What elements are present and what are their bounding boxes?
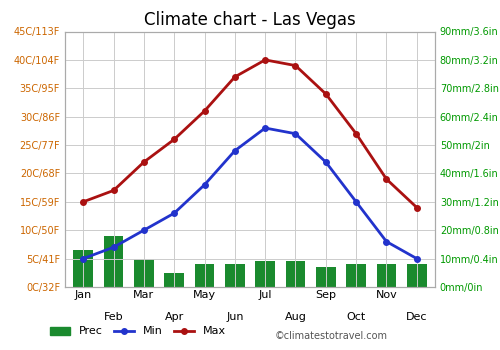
Bar — [164, 273, 184, 287]
Text: Apr: Apr — [164, 312, 184, 322]
Bar — [194, 264, 214, 287]
Text: Jun: Jun — [226, 312, 244, 322]
Bar — [407, 264, 426, 287]
Bar — [104, 236, 124, 287]
Text: Feb: Feb — [104, 312, 124, 322]
Bar — [286, 261, 306, 287]
Legend: Prec, Min, Max: Prec, Min, Max — [46, 322, 230, 341]
Title: Climate chart - Las Vegas: Climate chart - Las Vegas — [144, 10, 356, 29]
Bar — [256, 261, 275, 287]
Bar — [376, 264, 396, 287]
Bar — [316, 267, 336, 287]
Text: Oct: Oct — [346, 312, 366, 322]
Bar — [346, 264, 366, 287]
Text: ©climatestotravel.com: ©climatestotravel.com — [275, 331, 388, 341]
Text: Dec: Dec — [406, 312, 427, 322]
Bar — [134, 259, 154, 287]
Bar — [225, 264, 244, 287]
Text: Aug: Aug — [284, 312, 306, 322]
Bar — [74, 250, 93, 287]
